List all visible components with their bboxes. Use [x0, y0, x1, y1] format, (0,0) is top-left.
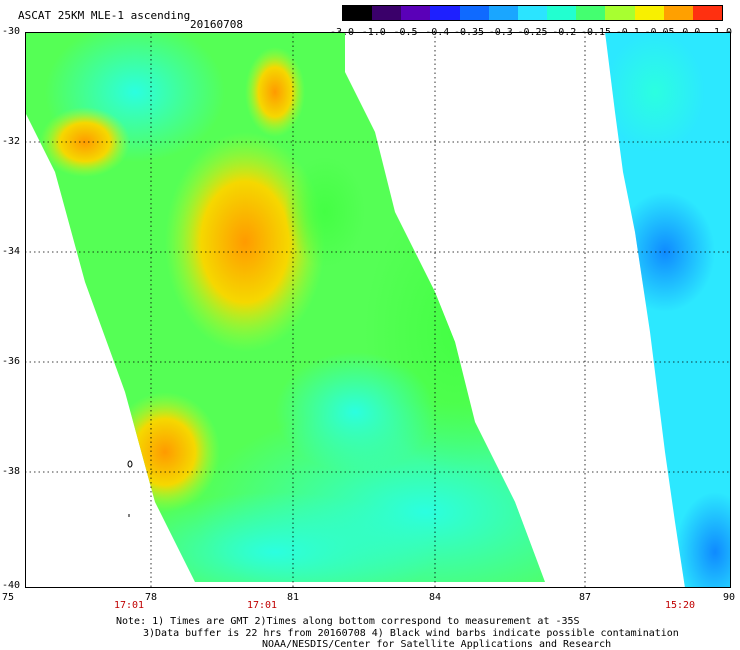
- color-scale-segment: [634, 6, 664, 20]
- color-scale-segment: [343, 6, 373, 20]
- color-scale-segment: [663, 6, 693, 20]
- color-scale-bar: [342, 5, 723, 21]
- y-tick-label: -36: [2, 356, 21, 367]
- x-tick-label: 84: [428, 592, 442, 603]
- pass-time-label: 17:01: [246, 600, 278, 611]
- color-scale-segment: [401, 6, 431, 20]
- y-tick-label: -32: [2, 136, 21, 147]
- color-scale-segment: [459, 6, 489, 20]
- x-tick-label: 87: [578, 592, 592, 603]
- color-scale-segment: [430, 6, 460, 20]
- swath-right: [605, 32, 731, 588]
- plot-frame: [25, 32, 731, 588]
- swath-left: [25, 32, 545, 582]
- y-tick-label: -34: [2, 246, 21, 257]
- color-scale-segment: [576, 6, 606, 20]
- grid-lines: [25, 32, 731, 588]
- color-scale-segment: [488, 6, 518, 20]
- pass-time-label: 17:01: [113, 600, 145, 611]
- y-tick-label: -38: [2, 466, 21, 477]
- color-scale-segment: [517, 6, 548, 20]
- footnote-credit: NOAA/NESDIS/Center for Satellite Applica…: [262, 639, 612, 650]
- map-date: 20160708: [190, 18, 243, 31]
- footnote-line-1: Note: 1) Times are GMT 2)Times along bot…: [116, 616, 580, 627]
- map-plot-area: [25, 32, 731, 588]
- x-tick-label: 81: [286, 592, 300, 603]
- x-tick-label: 75: [1, 592, 15, 603]
- x-tick-label: 90: [722, 592, 736, 603]
- color-scale-segment: [547, 6, 577, 20]
- footnote-line-2: 3)Data buffer is 22 hrs from 20160708 4)…: [143, 628, 679, 639]
- color-scale-segment: [692, 6, 723, 20]
- y-tick-label: -30: [2, 26, 21, 37]
- wind-barb-marks: [127, 460, 133, 517]
- map-title: ASCAT 25KM MLE-1 ascending: [18, 9, 191, 22]
- color-scale-segment: [372, 6, 402, 20]
- y-tick-label: -40: [2, 580, 21, 591]
- swath-map: [25, 32, 731, 588]
- color-scale-segment: [605, 6, 635, 20]
- pass-time-label: 15:20: [664, 600, 696, 611]
- x-tick-label: 78: [144, 592, 158, 603]
